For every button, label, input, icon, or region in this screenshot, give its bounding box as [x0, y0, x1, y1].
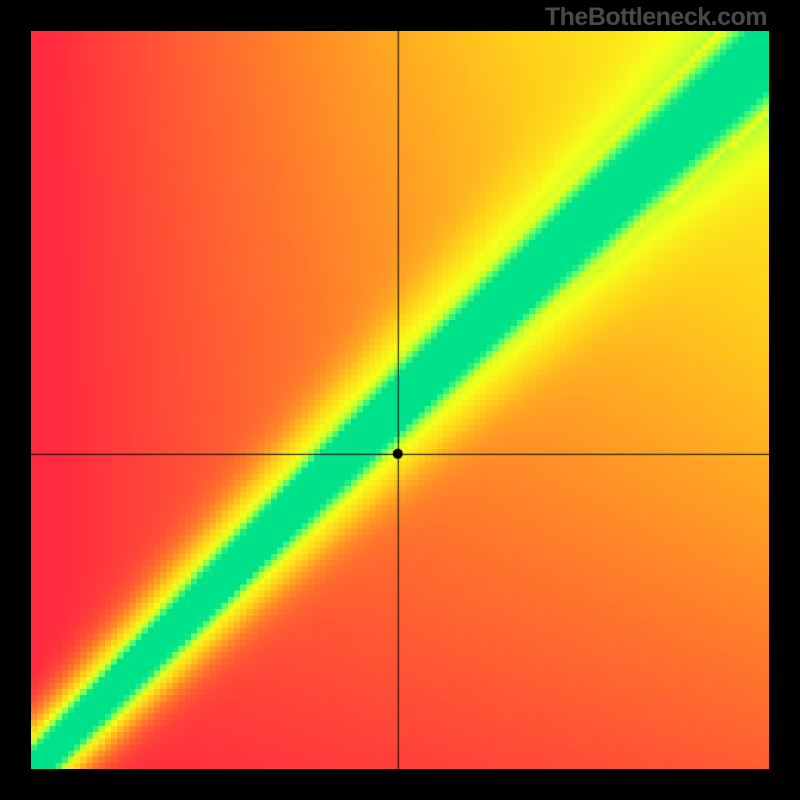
chart-container: TheBottleneck.com — [0, 0, 800, 800]
crosshair-overlay — [31, 31, 769, 769]
watermark-text: TheBottleneck.com — [545, 3, 767, 32]
